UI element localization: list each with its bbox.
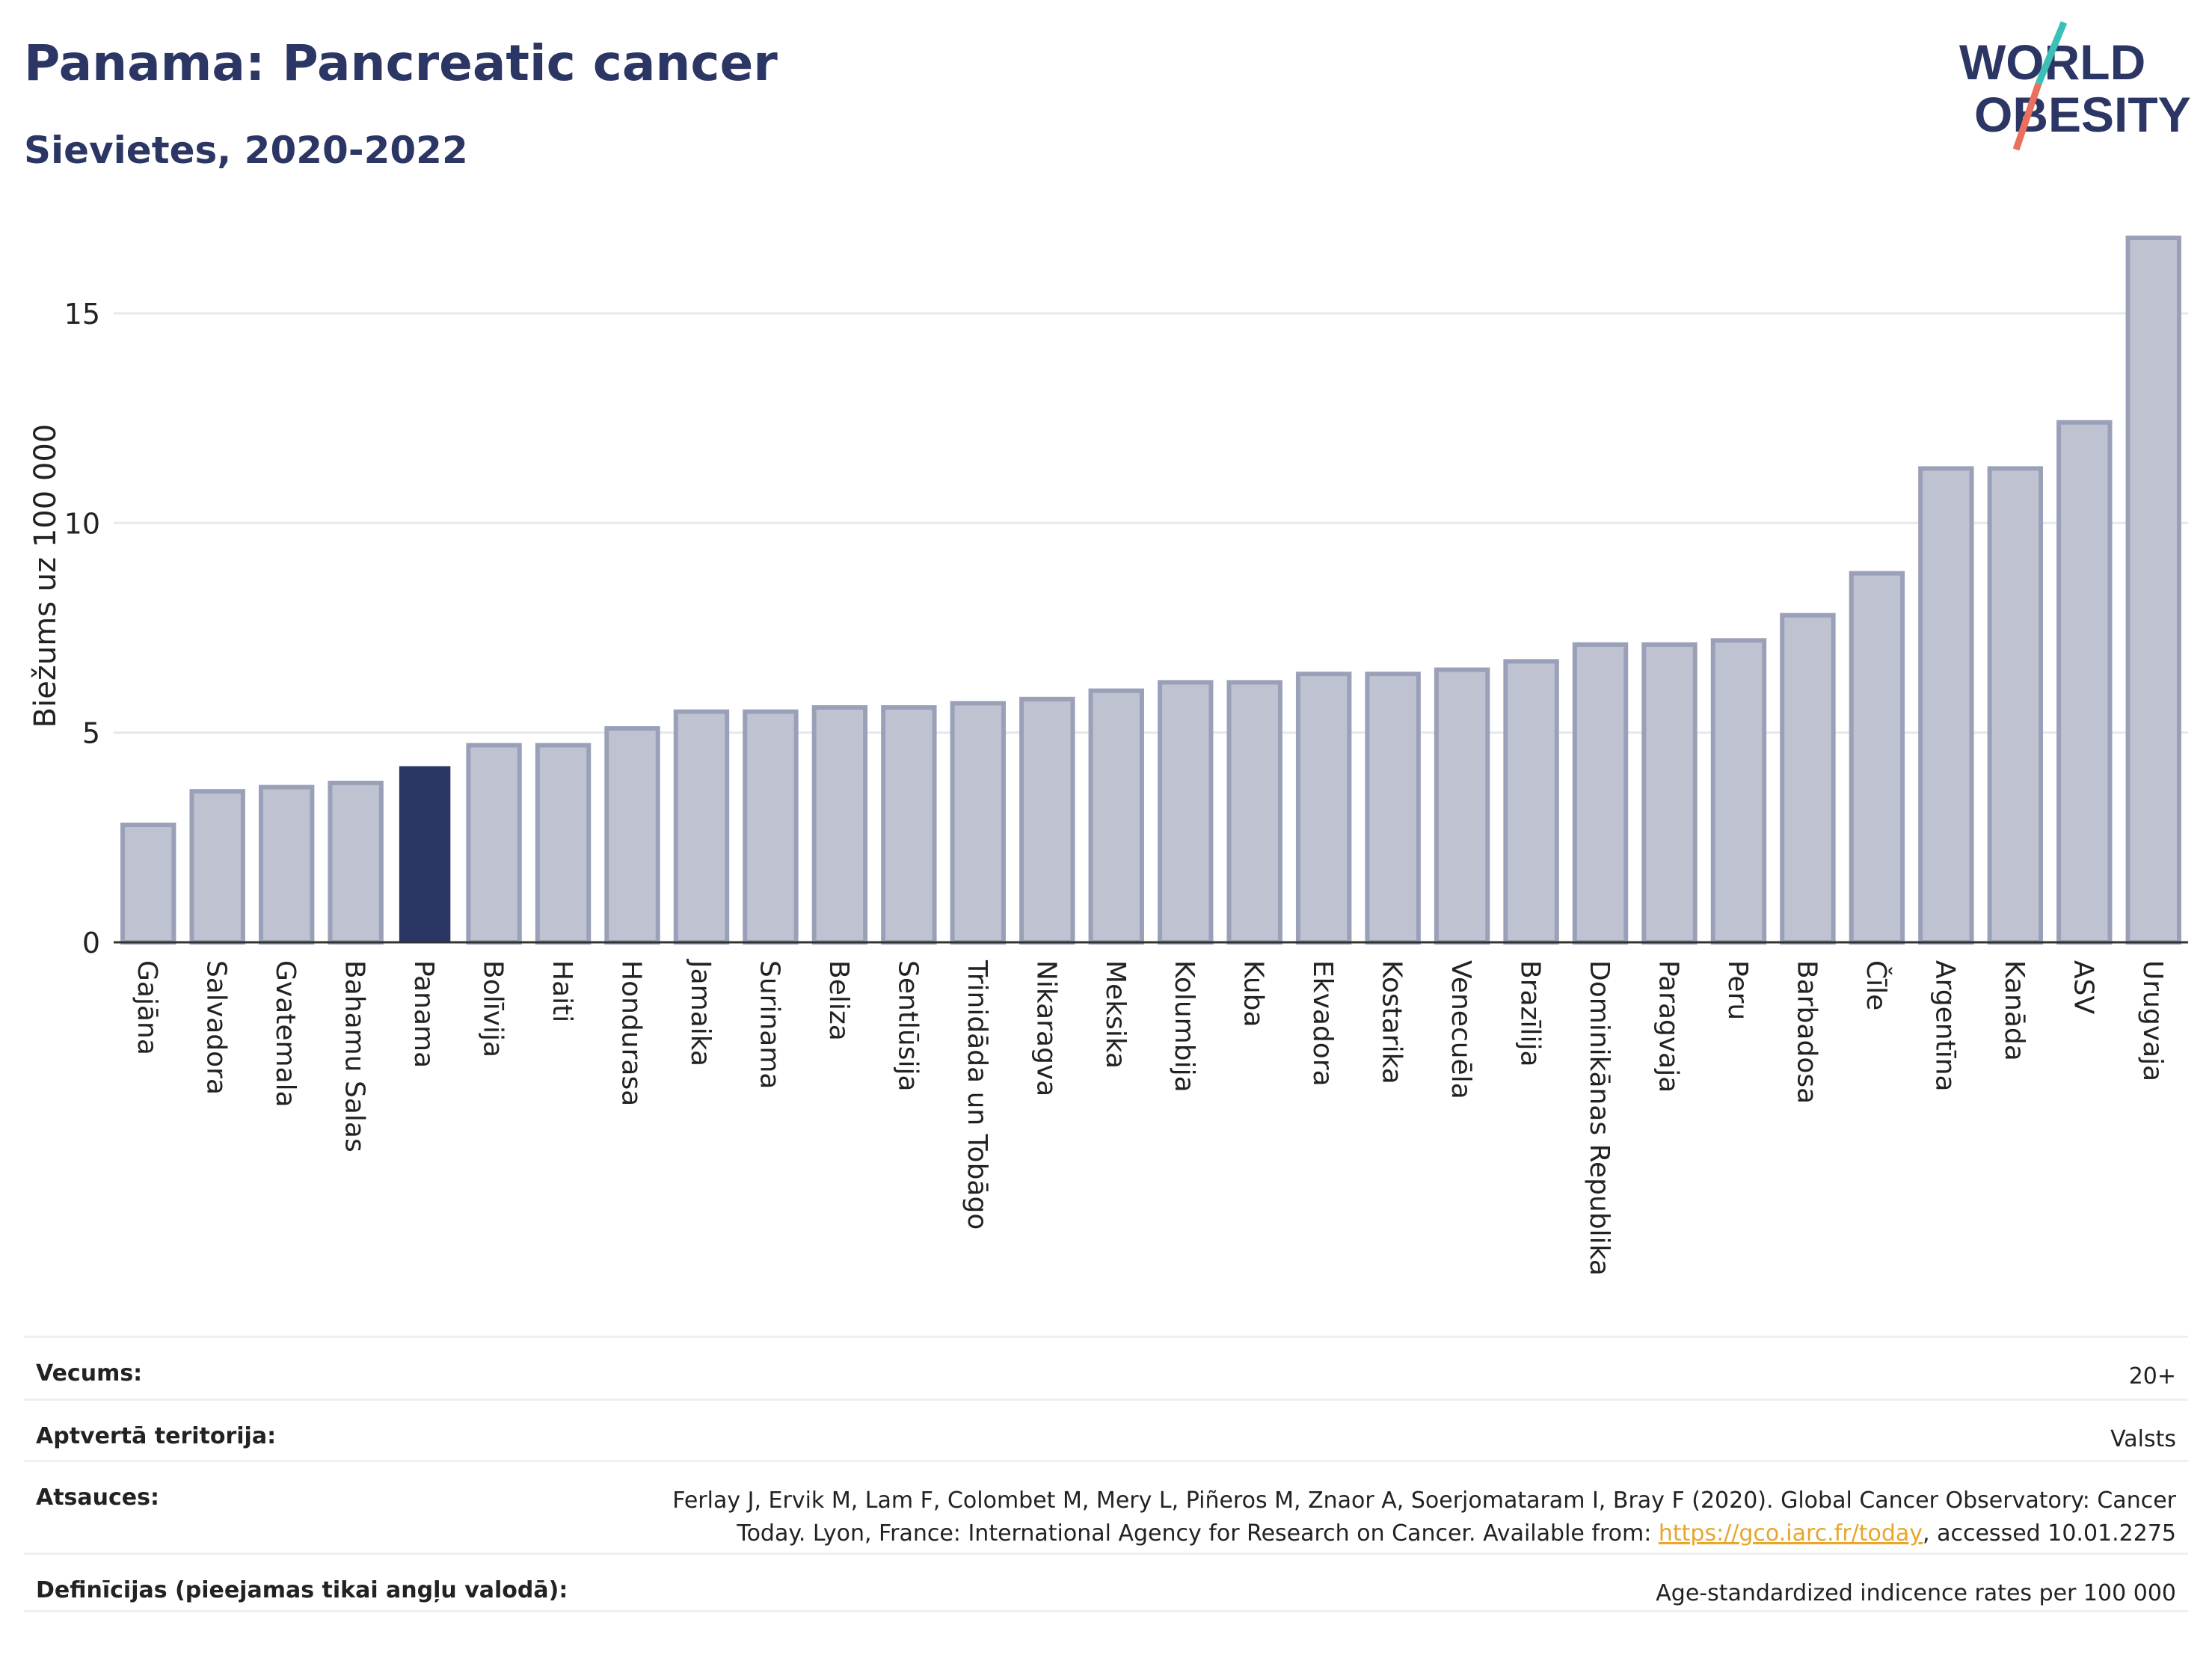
- y-tick-label: 0: [82, 927, 100, 959]
- bar: [1365, 672, 1421, 945]
- x-tick-label: ASV: [2068, 960, 2098, 1014]
- info-value-definitions: Age-standardized indicence rates per 100…: [1656, 1580, 2176, 1606]
- bar: [328, 780, 384, 945]
- bar: [950, 701, 1007, 945]
- bar: [1019, 696, 1075, 945]
- x-tick-label: Kolumbija: [1169, 960, 1199, 1093]
- bar: [2125, 236, 2181, 945]
- x-tick-label: Brazīlija: [1515, 960, 1546, 1067]
- bar: [1918, 466, 1974, 945]
- bar: [466, 743, 522, 945]
- bar: [1849, 571, 1905, 945]
- bar: [1158, 680, 1214, 945]
- logo-slash-coral: [2012, 82, 2042, 151]
- bar: [535, 743, 592, 945]
- reference-link[interactable]: https://gco.iarc.fr/today: [1658, 1520, 1923, 1547]
- gridlines: [114, 312, 2188, 734]
- info-label-definitions: Definīcijas (pieejamas tikai angļu valod…: [36, 1577, 568, 1603]
- x-tick-label: Barbadosa: [1791, 960, 1822, 1104]
- y-tick-label: 5: [82, 717, 100, 750]
- info-row-territory: Aptvertā teritorija: Valsts: [24, 1398, 2188, 1460]
- bar: [120, 823, 176, 945]
- bar: [1710, 638, 1767, 945]
- x-tick-label: Salvadora: [201, 960, 232, 1095]
- x-tick-label: Gajāna: [132, 960, 162, 1055]
- logo-slash-teal: [2035, 21, 2068, 85]
- y-tick-label: 10: [64, 507, 100, 540]
- x-tick-label: Bahamu Salas: [340, 960, 370, 1152]
- bar: [1641, 642, 1698, 945]
- x-tick-label: Čīle: [1861, 960, 1892, 1010]
- x-tick-label: Sentlūsija: [892, 960, 923, 1092]
- bar: [258, 784, 315, 945]
- x-tick-label: Ekvadora: [1307, 960, 1338, 1087]
- info-value-age: 20+: [2128, 1363, 2176, 1390]
- info-label-references: Atsauces:: [36, 1484, 159, 1511]
- x-tick-label: Dominikānas Republika: [1584, 960, 1615, 1276]
- bar: [604, 726, 660, 945]
- chart-subtitle: Sievietes, 2020-2022: [24, 129, 468, 172]
- x-tick-label: Surinama: [754, 960, 784, 1089]
- info-row-references: Atsauces: Ferlay J, Ervik M, Lam F, Colo…: [24, 1460, 2188, 1553]
- bar: [1088, 688, 1144, 945]
- x-tick-label: Kanāda: [1999, 960, 2030, 1061]
- x-tick-label: Meksika: [1100, 960, 1131, 1069]
- x-tick-label: Venecuēla: [1446, 960, 1476, 1099]
- info-label-territory: Aptvertā teritorija:: [36, 1423, 277, 1449]
- bar: [881, 705, 937, 945]
- info-row-definitions: Definīcijas (pieejamas tikai angļu valod…: [24, 1553, 2188, 1612]
- bar-chart: 0 5 10 15 Gajāna Salvadora Gvatemala Bahamu Sa…: [28, 236, 2188, 1276]
- bar: [189, 789, 245, 945]
- info-row-age: Vecums: 20+: [24, 1336, 2188, 1398]
- bar: [1572, 642, 1629, 945]
- logo-word-obesity: OBESITY: [1974, 87, 2191, 142]
- chart-title: Panama: Pancreatic cancer: [24, 34, 778, 92]
- bar: [1295, 672, 1352, 945]
- bar: [1226, 680, 1282, 945]
- info-value-references: Ferlay J, Ervik M, Lam F, Colombet M, Me…: [672, 1484, 2176, 1550]
- x-axis: Gajāna Salvadora Gvatemala Bahamu Salas Pana…: [114, 941, 2188, 1276]
- y-axis-label: Biežums uz 100 000: [28, 424, 63, 728]
- bar: [1434, 667, 1490, 945]
- bars: [120, 236, 2181, 945]
- x-tick-label: Kuba: [1238, 960, 1269, 1028]
- x-tick-label: Jamaika: [685, 959, 716, 1066]
- world-obesity-logo: WORLD OBESITY: [1959, 21, 2191, 151]
- bar: [2056, 420, 2113, 945]
- bar: [1987, 466, 2044, 945]
- x-tick-label: Kostarika: [1377, 960, 1407, 1084]
- x-tick-label: Trinidāda un Tobāgo: [962, 959, 992, 1229]
- bar: [399, 766, 451, 942]
- x-tick-label: Peru: [1722, 960, 1753, 1020]
- bar: [1503, 659, 1559, 945]
- reference-line-2-pre: Today. Lyon, France: International Agenc…: [737, 1520, 1659, 1547]
- x-tick-label: Argentīna: [1929, 960, 1960, 1092]
- x-tick-label: Paragvaja: [1653, 960, 1684, 1093]
- x-tick-label: Hondurasa: [616, 960, 647, 1106]
- x-tick-label: Panama: [408, 960, 439, 1068]
- bar: [811, 705, 868, 945]
- reference-line-2-post: , accessed 10.01.2275: [1923, 1520, 2176, 1547]
- y-tick-label: 15: [64, 298, 100, 331]
- info-table: Vecums: 20+ Aptvertā teritorija: Valsts …: [24, 1336, 2188, 1612]
- x-tick-label: Beliza: [823, 960, 854, 1041]
- x-tick-label: Bolīvija: [478, 960, 509, 1057]
- x-tick-label: Urugvaja: [2137, 960, 2168, 1081]
- bar: [1780, 612, 1836, 945]
- x-tick-label: Gvatemala: [270, 960, 301, 1108]
- info-label-age: Vecums:: [36, 1360, 143, 1387]
- bar: [743, 709, 799, 945]
- x-tick-label: Haiti: [547, 960, 577, 1022]
- x-tick-label: Nikaragva: [1030, 960, 1061, 1096]
- bar: [673, 709, 730, 945]
- y-axis: 0 5 10 15: [64, 298, 100, 959]
- reference-line-1: Ferlay J, Ervik M, Lam F, Colombet M, Me…: [672, 1487, 2176, 1514]
- info-value-territory: Valsts: [2110, 1426, 2176, 1452]
